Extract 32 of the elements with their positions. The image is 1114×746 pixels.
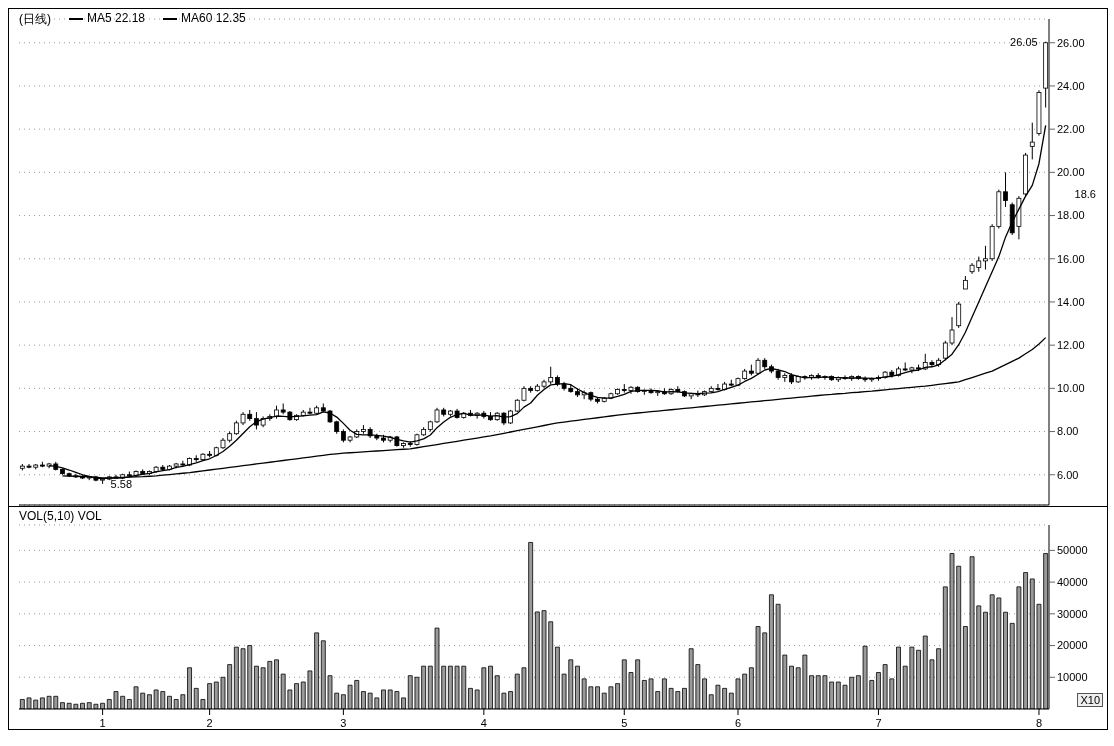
y-tick-label: 6.00	[1057, 468, 1079, 481]
x-tick-label: 3	[340, 717, 347, 729]
x-tick-label: 7	[875, 717, 882, 729]
y-tick-label: 24.00	[1057, 79, 1085, 92]
chart-title: VOL(5,10) VOL	[19, 509, 102, 523]
y-tick-label: 26.00	[1057, 36, 1085, 49]
x-tick-label: 8	[1035, 717, 1043, 729]
x-tick-label: 1	[99, 717, 106, 729]
annotation: 5.58	[110, 477, 133, 490]
y-tick-label: 16.00	[1057, 252, 1085, 265]
x-tick-label: 4	[480, 717, 487, 729]
x-tick-label: 5	[621, 717, 628, 729]
legend-label: MA60 12.35	[180, 11, 246, 25]
text: X10	[1077, 693, 1103, 707]
y-tick-label: 50000	[1057, 544, 1088, 557]
y-tick-label: 10.00	[1057, 382, 1085, 395]
y-tick-label: 12.00	[1057, 339, 1085, 352]
text: 18.6	[1073, 187, 1097, 200]
x-tick-label: 2	[206, 717, 213, 729]
y-tick-label: 18.00	[1057, 209, 1085, 222]
annotation: 26.05	[1010, 35, 1038, 48]
y-tick-label: 30000	[1057, 607, 1088, 620]
legend-label: MA5 22.18	[86, 11, 146, 25]
y-tick-label: 40000	[1057, 576, 1088, 589]
y-tick-label: 20.00	[1057, 166, 1085, 179]
y-tick-label: 22.00	[1057, 123, 1085, 136]
y-tick-label: 10000	[1057, 671, 1088, 684]
y-tick-label: 14.00	[1057, 295, 1085, 308]
x-tick-label: 6	[734, 717, 742, 729]
y-tick-label: 20000	[1057, 639, 1088, 652]
chart-title: (日线)	[19, 11, 51, 28]
y-tick-label: 8.00	[1057, 425, 1079, 438]
